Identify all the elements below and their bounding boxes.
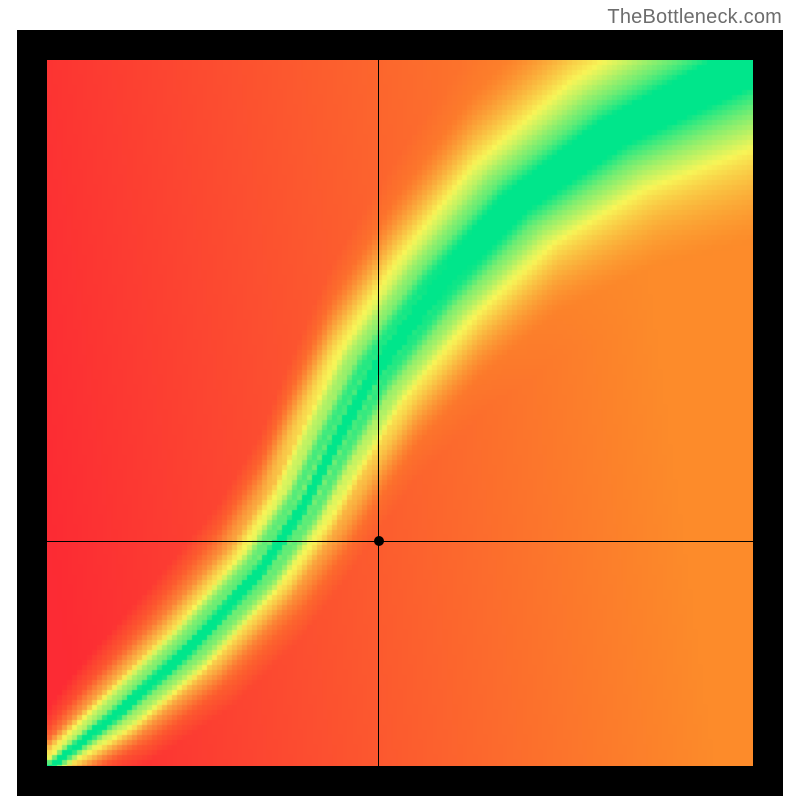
heatmap-canvas (47, 60, 753, 766)
watermark-text: TheBottleneck.com (607, 6, 782, 29)
chart-container: { "watermark": "TheBottleneck.com", "can… (0, 0, 800, 800)
crosshair-horizontal (47, 541, 753, 542)
crosshair-vertical (378, 60, 379, 766)
